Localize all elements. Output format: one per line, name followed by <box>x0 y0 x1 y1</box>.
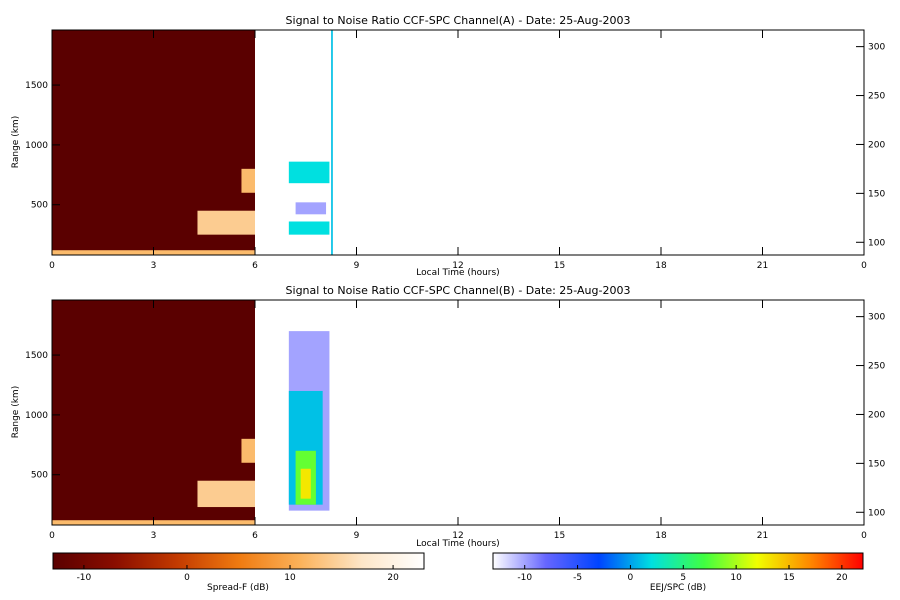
x-tick-label: 21 <box>757 261 768 271</box>
data-region-4 <box>288 161 330 184</box>
y-tick-label: 1500 <box>25 351 48 361</box>
x-tick-label: 18 <box>655 531 667 541</box>
x-tick-label: 21 <box>757 531 768 541</box>
y2-tick-label: 300 <box>868 43 885 53</box>
y2-tick-label: 250 <box>868 362 885 372</box>
colorbar-tick-label: -5 <box>573 573 582 583</box>
y-tick-label: 1000 <box>25 411 48 421</box>
x-tick-label: 12 <box>452 531 463 541</box>
y2-tick-label: 300 <box>868 313 885 323</box>
colorbar-tick-label: 10 <box>284 573 296 583</box>
x-tick-label: 12 <box>452 261 463 271</box>
x-tick-label: 6 <box>252 261 258 271</box>
eej-spc-colorbar-label: EEJ/SPC (dB) <box>650 583 706 593</box>
x-tick-label: 18 <box>655 261 667 271</box>
y2-tick-label: 150 <box>868 189 885 199</box>
panel-b-ylabel: Range (km) <box>11 386 21 438</box>
y-tick-label: 1500 <box>25 81 48 91</box>
colorbar-tick-label: 5 <box>680 573 686 583</box>
spread-f-colorbar: Spread-F (dB) -10 0 10 20 <box>52 552 425 593</box>
colorbar-tick-label: 0 <box>184 573 190 583</box>
x-tick-label: 3 <box>151 531 157 541</box>
x-tick-label: 0 <box>49 261 55 271</box>
colorbar-tick-label: -10 <box>77 573 92 583</box>
y-tick-label: 500 <box>31 471 48 481</box>
colorbar-tick-label: 15 <box>783 573 794 583</box>
x-tick-label: 3 <box>151 261 157 271</box>
panel-channel-a: Signal to Noise Ratio CCF-SPC Channel(A)… <box>11 14 885 278</box>
x-tick-label: 15 <box>554 531 565 541</box>
x-tick-label: 0 <box>861 531 867 541</box>
panel-a-plot-area: 0 3 6 9 12 15 18 21 0 500 1000 1500 100 150 200 250 300 <box>25 29 885 271</box>
colorbar-gradient <box>52 552 425 570</box>
colorbar-tick-label: 20 <box>387 573 399 583</box>
y2-tick-label: 100 <box>868 508 885 518</box>
panel-a-ylabel: Range (km) <box>11 116 21 168</box>
x-tick-label: 9 <box>354 261 360 271</box>
x-tick-label: 0 <box>861 261 867 271</box>
spread-f-colorbar-label: Spread-F (dB) <box>207 583 269 593</box>
data-region-6 <box>295 202 327 215</box>
data-region-3 <box>241 438 255 463</box>
panel-channel-b: Signal to Noise Ratio CCF-SPC Channel(B)… <box>11 284 885 549</box>
x-tick-label: 6 <box>252 531 258 541</box>
y2-tick-label: 250 <box>868 92 885 102</box>
data-region-2 <box>197 480 255 508</box>
panel-a-title: Signal to Noise Ratio CCF-SPC Channel(A)… <box>286 14 631 27</box>
eej-spc-colorbar: EEJ/SPC (dB) -10 -5 0 5 10 15 20 <box>492 552 864 593</box>
x-tick-label: 15 <box>554 261 565 271</box>
y-tick-label: 500 <box>31 201 48 211</box>
x-tick-label: 0 <box>49 531 55 541</box>
colorbar-tick-label: 0 <box>628 573 634 583</box>
y2-tick-label: 200 <box>868 140 885 150</box>
y-tick-label: 1000 <box>25 141 48 151</box>
y2-tick-label: 200 <box>868 410 885 420</box>
data-region-2 <box>197 210 255 235</box>
panel-b-plot-area: 0 3 6 9 12 15 18 21 0 500 1000 1500 100 150 200 250 300 <box>25 299 885 541</box>
y2-tick-label: 100 <box>868 238 885 248</box>
data-region-7 <box>331 30 333 255</box>
data-region-3 <box>241 168 255 193</box>
panel-b-title: Signal to Noise Ratio CCF-SPC Channel(B)… <box>286 284 631 297</box>
y2-tick-label: 150 <box>868 459 885 469</box>
data-region-7 <box>300 468 311 499</box>
x-tick-label: 9 <box>354 531 360 541</box>
colorbar-tick-label: 10 <box>730 573 742 583</box>
colorbar-tick-label: 20 <box>836 573 848 583</box>
colorbar-gradient <box>492 552 864 570</box>
panel-b-xlabel: Local Time (hours) <box>416 539 499 549</box>
colorbar-tick-label: -10 <box>517 573 532 583</box>
panel-a-xlabel: Local Time (hours) <box>416 268 499 278</box>
data-region-5 <box>288 221 330 235</box>
